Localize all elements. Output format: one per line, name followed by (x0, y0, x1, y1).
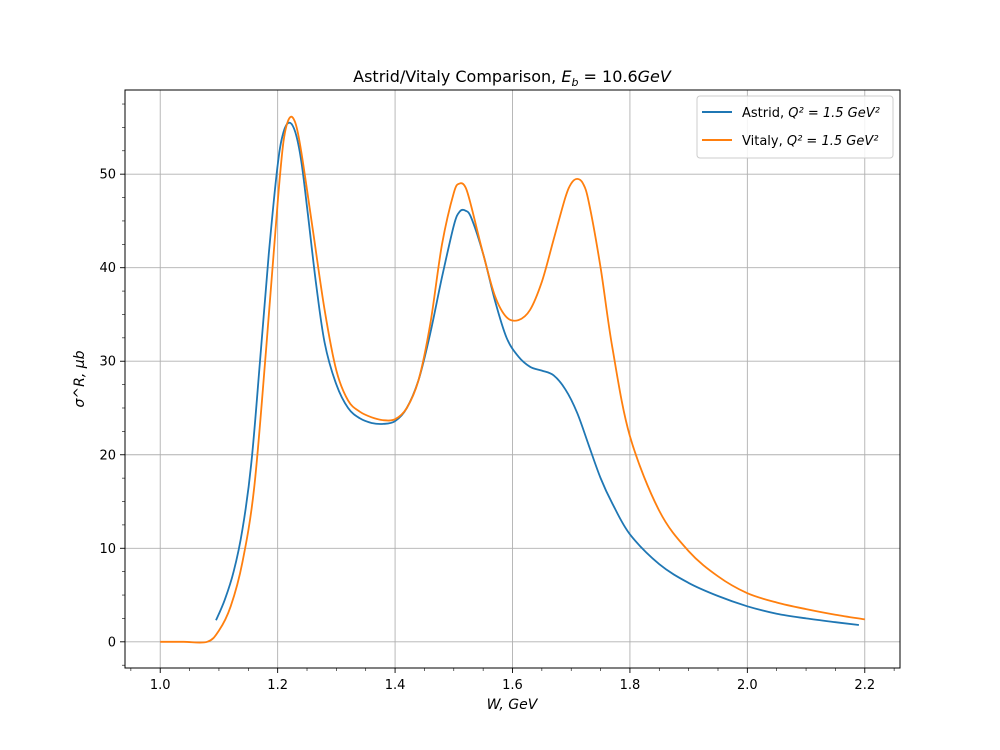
x-tick-label: 1.4 (385, 678, 406, 693)
axis-ticks: 1.0 1.2 1.4 1.6 1.8 2.0 2.2 0 10 20 30 40 50 (99, 103, 895, 693)
legend-label-astrid: Astrid, Q² = 1.5 GeV² (742, 106, 880, 121)
series-layer (160, 115, 865, 644)
x-tick-label: 1.0 (150, 678, 171, 693)
x-tick-label: 1.2 (267, 678, 288, 693)
legend-label-vitaly: Vitaly, Q² = 1.5 GeV² (742, 134, 878, 149)
chart-title: Astrid/Vitaly Comparison, Eb = 10.6GeV (353, 67, 672, 89)
y-tick-label: 30 (99, 355, 116, 370)
legend: Astrid, Q² = 1.5 GeV² Vitaly, Q² = 1.5 G… (696, 95, 894, 159)
legend-box (696, 95, 894, 159)
y-axis-label: σ^R, μb (72, 350, 88, 407)
y-tick-label: 20 (99, 448, 116, 463)
x-tick-label: 1.8 (620, 678, 641, 693)
y-tick-label: 50 (99, 168, 116, 183)
x-tick-label: 2.0 (737, 678, 758, 693)
y-tick-label: 40 (99, 261, 116, 276)
x-tick-label: 2.2 (854, 678, 875, 693)
series-line-vitaly (160, 115, 865, 644)
x-tick-label: 1.6 (502, 678, 523, 693)
x-axis-label: W, GeV (487, 697, 539, 713)
series-line-astrid (215, 121, 860, 626)
y-tick-label: 0 (108, 635, 116, 650)
grid (125, 90, 900, 668)
y-tick-label: 10 (99, 542, 116, 557)
